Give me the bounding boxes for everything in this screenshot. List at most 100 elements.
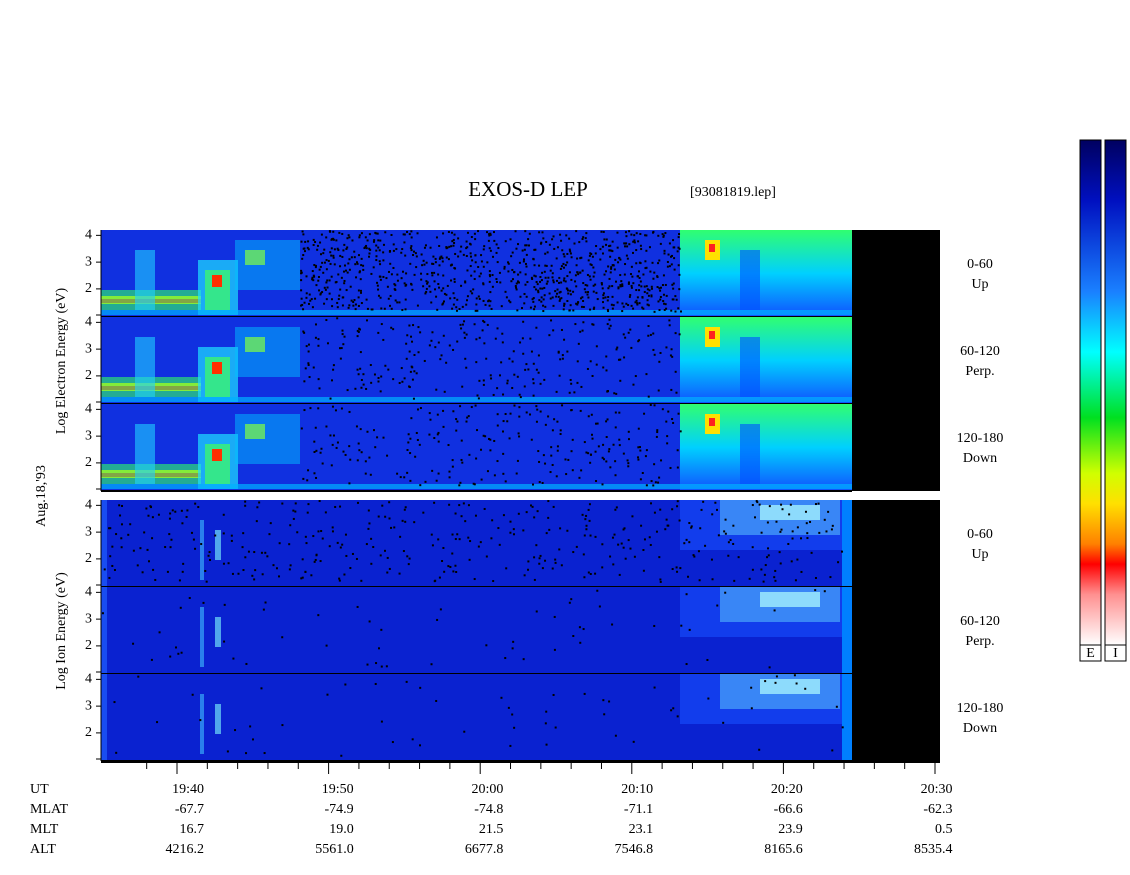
noise-pixel	[814, 503, 817, 506]
noise-pixel	[488, 273, 491, 276]
noise-pixel	[460, 458, 463, 461]
spectrogram-feature	[101, 674, 107, 761]
row-value: 20:20	[771, 782, 803, 797]
noise-pixel	[319, 560, 322, 563]
y-tick-label: 3	[85, 524, 92, 539]
noise-pixel	[407, 441, 410, 444]
noise-pixel	[459, 481, 462, 484]
noise-pixel	[678, 333, 681, 336]
noise-pixel	[328, 292, 331, 295]
noise-pixel	[411, 340, 414, 343]
noise-pixel	[640, 248, 643, 251]
noise-pixel	[313, 472, 316, 475]
noise-pixel	[377, 294, 380, 297]
spectrogram-feature	[135, 424, 155, 484]
noise-pixel	[582, 321, 585, 324]
noise-pixel	[669, 354, 672, 357]
noise-pixel	[519, 295, 522, 298]
noise-pixel	[301, 303, 304, 306]
noise-pixel	[657, 262, 660, 265]
noise-pixel	[303, 380, 306, 383]
noise-pixel	[605, 243, 608, 246]
noise-pixel	[245, 752, 248, 755]
noise-pixel	[599, 248, 602, 251]
noise-pixel	[300, 269, 303, 272]
y-tick-label: 4	[85, 228, 92, 243]
noise-pixel	[545, 710, 548, 713]
noise-pixel	[608, 285, 611, 288]
noise-pixel	[413, 370, 416, 373]
noise-pixel	[434, 346, 437, 349]
panel-angle: 0-60	[967, 527, 993, 542]
noise-pixel	[304, 535, 307, 538]
noise-pixel	[554, 726, 557, 729]
noise-pixel	[589, 263, 592, 266]
noise-pixel	[348, 410, 351, 413]
noise-pixel	[368, 522, 371, 525]
noise-pixel	[305, 296, 308, 299]
noise-pixel	[535, 405, 538, 408]
noise-pixel	[169, 512, 172, 515]
noise-pixel	[646, 292, 649, 295]
noise-pixel	[829, 576, 832, 579]
noise-pixel	[502, 514, 505, 517]
noise-pixel	[288, 543, 291, 546]
noise-pixel	[539, 382, 542, 385]
colorbar-label-box	[1079, 644, 1102, 662]
noise-pixel	[645, 373, 648, 376]
noise-pixel	[396, 301, 399, 304]
noise-pixel	[649, 270, 652, 273]
noise-pixel	[150, 658, 153, 661]
noise-pixel	[628, 243, 631, 246]
noise-pixel	[571, 469, 574, 472]
noise-pixel	[359, 351, 362, 354]
noise-pixel	[568, 271, 571, 274]
noise-pixel	[358, 271, 361, 274]
noise-pixel	[335, 239, 338, 242]
noise-pixel	[343, 264, 346, 267]
noise-pixel	[576, 303, 579, 306]
noise-pixel	[523, 302, 526, 305]
noise-pixel	[665, 346, 668, 349]
noise-pixel	[377, 376, 380, 379]
noise-pixel	[576, 360, 579, 363]
noise-pixel	[359, 278, 362, 281]
noise-pixel	[156, 721, 159, 724]
noise-pixel	[390, 233, 393, 236]
noise-pixel	[474, 261, 477, 264]
noise-pixel	[758, 748, 761, 751]
noise-pixel	[325, 281, 328, 284]
noise-pixel	[593, 271, 596, 274]
noise-pixel	[578, 626, 581, 629]
noise-pixel	[477, 265, 480, 268]
noise-pixel	[410, 249, 413, 252]
noise-pixel	[685, 663, 688, 666]
noise-pixel	[356, 605, 359, 608]
noise-pixel	[659, 351, 662, 354]
noise-pixel	[348, 258, 351, 261]
noise-pixel	[348, 236, 351, 239]
noise-pixel	[400, 251, 403, 254]
noise-pixel	[414, 252, 417, 255]
noise-pixel	[409, 452, 412, 455]
noise-pixel	[164, 546, 167, 549]
noise-pixel	[321, 462, 324, 465]
noise-pixel	[595, 345, 598, 348]
noise-pixel	[556, 288, 559, 291]
noise-pixel	[379, 239, 382, 242]
noise-pixel	[539, 410, 542, 413]
noise-pixel	[498, 374, 501, 377]
noise-pixel	[289, 564, 292, 567]
noise-pixel	[663, 308, 666, 311]
panel-direction: Up	[971, 277, 988, 292]
noise-pixel	[589, 461, 592, 464]
noise-pixel	[609, 466, 612, 469]
noise-pixel	[531, 277, 534, 280]
noise-pixel	[332, 256, 335, 259]
noise-pixel	[692, 554, 695, 557]
noise-pixel	[644, 260, 647, 263]
y-tick-label: 4	[85, 498, 92, 513]
noise-pixel	[370, 537, 373, 540]
noise-pixel	[592, 284, 595, 287]
noise-pixel	[431, 331, 434, 334]
